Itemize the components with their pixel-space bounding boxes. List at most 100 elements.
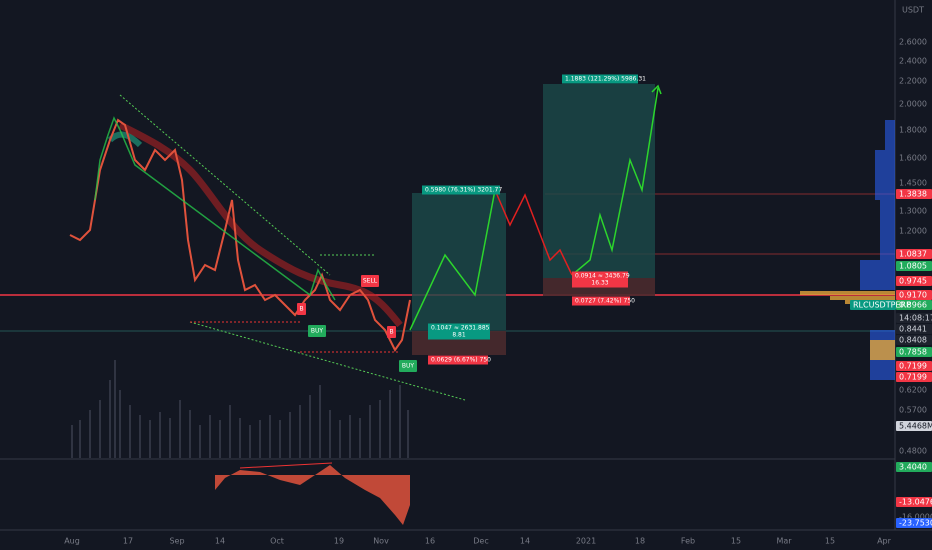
- label-bg: [896, 313, 932, 323]
- label-bg: [896, 462, 932, 472]
- label-bg: [896, 335, 932, 345]
- time-label: 15: [731, 537, 741, 546]
- trade-label-bg: [428, 355, 488, 365]
- projection: [494, 189, 573, 276]
- label-bg: [896, 300, 932, 310]
- time-label: 14: [215, 537, 225, 546]
- time-label: Dec: [473, 537, 488, 546]
- price-path: [94, 116, 336, 301]
- time-label: Feb: [681, 537, 695, 546]
- label-bg: [896, 372, 932, 382]
- label-text: 0.8408: [899, 336, 927, 345]
- time-label: Oct: [270, 537, 284, 546]
- ma-ribbon: [107, 131, 143, 148]
- trade-label: 0.0914 ≈ 3436.79: [575, 273, 630, 280]
- trade-label-bg: [562, 74, 638, 84]
- signal-text: B: [389, 329, 393, 336]
- time-label: Aug: [64, 537, 80, 546]
- trade-label-bg: [422, 185, 500, 195]
- label-text: 0.5700: [899, 406, 927, 415]
- signal-text: SELL: [363, 278, 378, 285]
- label-bg: [896, 276, 932, 286]
- label-text: 3.4040: [899, 463, 927, 472]
- signal-bg: [308, 325, 326, 337]
- label-text: 2.2000: [899, 77, 927, 86]
- label-text: 0.8441: [899, 325, 927, 334]
- label-text: -16.0000: [899, 513, 932, 522]
- time-label: 14: [520, 537, 530, 546]
- label-text: 1.3838: [899, 190, 927, 199]
- time-label: 18: [635, 537, 645, 546]
- label-text: 0.6200: [899, 386, 927, 395]
- time-label: 15: [825, 537, 835, 546]
- signal-bg: [387, 326, 396, 338]
- profit-zone: [543, 84, 655, 278]
- label-text: 2.0000: [899, 100, 927, 109]
- label-text: 0.4800: [899, 447, 927, 456]
- label-text: 1.3000: [899, 207, 927, 216]
- label-text: 0.7858: [899, 348, 927, 357]
- time-label: 2021: [576, 537, 596, 546]
- label-bg: [896, 261, 932, 271]
- divergence-line: [239, 462, 333, 469]
- signal-bg: [361, 275, 379, 287]
- label-text: 0.9745: [899, 277, 927, 286]
- time-label: Apr: [877, 537, 892, 546]
- label-text: 1.6000: [899, 154, 927, 163]
- label-text: 0.7199: [899, 362, 927, 371]
- time-label: Mar: [776, 537, 792, 546]
- label-text: 14:08:17: [899, 314, 932, 323]
- label-text: -23.7530: [899, 519, 932, 528]
- volume-bars: [71, 360, 409, 458]
- trade-label: 0.0629 (6.67%) 750: [431, 357, 491, 364]
- label-bg: [896, 290, 932, 300]
- label-text: 1.0805: [899, 262, 927, 271]
- label-text: 1.2000: [899, 227, 927, 236]
- label-bg: [896, 249, 932, 259]
- profit-zone: [412, 193, 506, 330]
- label-bg: [850, 300, 896, 310]
- trade-label: 0.0727 (7.42%) 750: [575, 298, 635, 305]
- label-text: 5.4468M: [899, 422, 932, 431]
- time-label: 17: [123, 537, 133, 546]
- label-bg: [896, 324, 932, 334]
- oscillator: [215, 465, 410, 525]
- label-bg: [896, 497, 932, 507]
- label-text: 2.4000: [899, 57, 927, 66]
- projection: [571, 87, 659, 276]
- trade-label-sub: 8.81: [452, 332, 466, 339]
- label-text: 0.9170: [899, 291, 927, 300]
- signal-text: BUY: [402, 363, 415, 370]
- trade-label: 0.1047 ≈ 2631.885: [431, 325, 490, 332]
- label-bg: [896, 518, 932, 528]
- axis-unit: USDT: [902, 6, 924, 15]
- label-text: 1.0837: [899, 250, 927, 259]
- time-label: Nov: [373, 537, 389, 546]
- arrow-head: [651, 84, 662, 95]
- label-bg: [896, 421, 932, 431]
- time-label: 16: [425, 537, 435, 546]
- label-text: RLCUSDTPERP: [853, 301, 911, 310]
- label-text: 2.6000: [899, 38, 927, 47]
- signal-text: B: [299, 306, 303, 313]
- signal-text: BUY: [311, 328, 324, 335]
- label-bg: [896, 361, 932, 371]
- trade-label-bg: [428, 323, 490, 340]
- trade-label: 1.1883 (121.29%) 5986.31: [565, 76, 646, 83]
- trade-label-sub: 16.33: [591, 280, 608, 287]
- label-text: -13.0476: [899, 498, 932, 507]
- trade-label-bg: [572, 296, 630, 306]
- label-bg: [896, 347, 932, 357]
- label-text: 1.4500: [899, 179, 927, 188]
- signal-bg: [297, 303, 306, 315]
- price-path: [69, 118, 411, 352]
- label-bg: [896, 189, 932, 199]
- time-label: 19: [334, 537, 344, 546]
- label-text: 1.8000: [899, 126, 927, 135]
- trade-label-bg: [572, 271, 628, 288]
- label-text: 0.7199: [899, 373, 927, 382]
- signal-bg: [399, 360, 417, 372]
- projection: [409, 189, 496, 331]
